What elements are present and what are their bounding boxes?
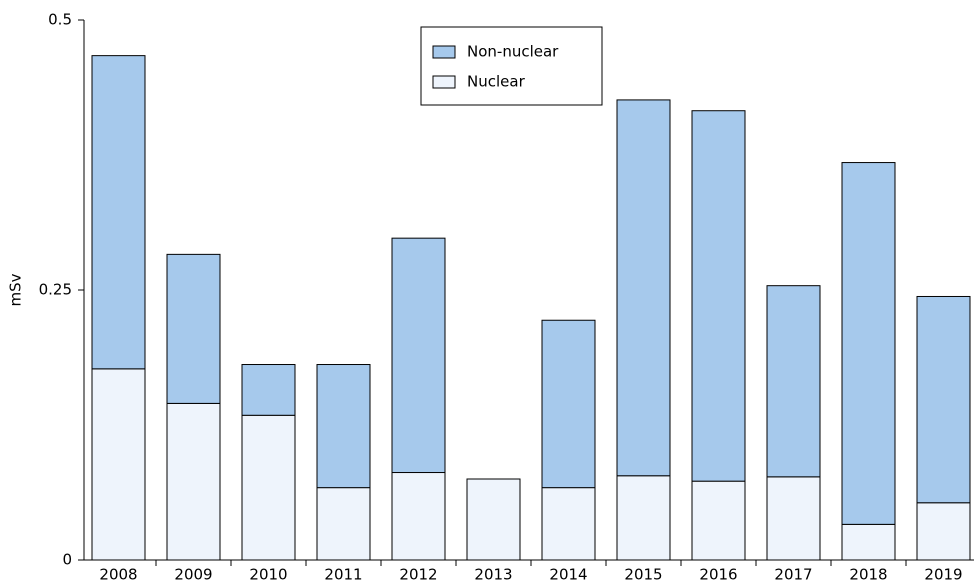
legend-swatch bbox=[432, 45, 456, 59]
bar-segment bbox=[916, 502, 971, 561]
bar-segment bbox=[766, 476, 821, 561]
y-tick-label: 0 bbox=[62, 551, 72, 569]
bar-segment bbox=[91, 368, 146, 561]
x-tick-label: 2010 bbox=[249, 566, 287, 582]
x-tick-label: 2013 bbox=[474, 566, 512, 582]
bar-segment bbox=[541, 487, 596, 561]
bar-segment bbox=[391, 237, 446, 474]
legend-label: Non-nuclear bbox=[467, 43, 559, 61]
bar-segment bbox=[841, 162, 896, 525]
bar-segment bbox=[541, 319, 596, 489]
legend-swatch bbox=[432, 75, 456, 89]
x-tick-label: 2014 bbox=[549, 566, 587, 582]
x-tick-label: 2017 bbox=[774, 566, 812, 582]
bar-segment bbox=[316, 487, 371, 561]
x-tick-label: 2012 bbox=[399, 566, 437, 582]
x-tick-label: 2016 bbox=[699, 566, 737, 582]
y-axis-label: mSv bbox=[7, 273, 25, 306]
legend bbox=[420, 26, 603, 106]
bar-segment bbox=[91, 55, 146, 370]
bar-segment bbox=[616, 99, 671, 477]
bar-segment bbox=[391, 472, 446, 561]
y-tick-label: 0.25 bbox=[39, 281, 72, 299]
bar-segment bbox=[316, 364, 371, 489]
x-tick-label: 2009 bbox=[174, 566, 212, 582]
bar-segment bbox=[691, 480, 746, 561]
bar-segment bbox=[241, 364, 296, 416]
x-tick-label: 2019 bbox=[924, 566, 962, 582]
bar-segment bbox=[241, 414, 296, 561]
y-tick-label: 0.5 bbox=[48, 11, 72, 29]
x-tick-label: 2008 bbox=[99, 566, 137, 582]
bar-segment bbox=[766, 285, 821, 478]
x-tick-label: 2011 bbox=[324, 566, 362, 582]
legend-label: Nuclear bbox=[467, 73, 526, 91]
bar-segment bbox=[166, 402, 221, 561]
bar-segment bbox=[841, 523, 896, 561]
bar-segment bbox=[916, 295, 971, 504]
bar-segment bbox=[466, 478, 521, 561]
bar-segment bbox=[616, 475, 671, 561]
bar-segment bbox=[691, 110, 746, 482]
x-tick-label: 2015 bbox=[624, 566, 662, 582]
x-tick-label: 2018 bbox=[849, 566, 887, 582]
bar-segment bbox=[166, 253, 221, 404]
